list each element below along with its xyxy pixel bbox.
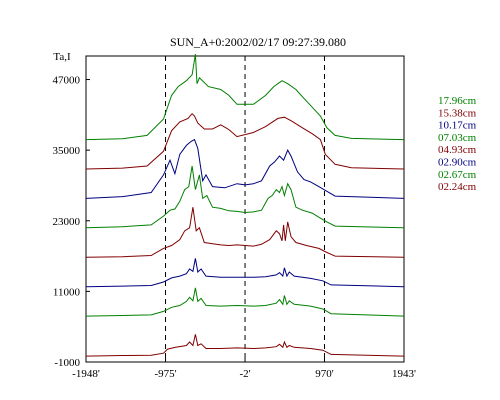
legend-entry-2: 10.17cm	[438, 120, 477, 132]
legend-entry-0: 17.96cm	[438, 95, 477, 107]
series-line-15.38cm	[85, 112, 405, 170]
series-line-04.93cm	[85, 207, 405, 258]
legend-entry-7: 02.24cm	[438, 181, 477, 193]
y-tick-label-1: 35000	[53, 145, 81, 157]
series-line-02.24cm	[85, 334, 405, 357]
legend-entry-1: 15.38cm	[438, 107, 477, 119]
x-tick-label-4: 1943'	[392, 368, 416, 380]
series-line-17.96cm	[85, 54, 405, 141]
y-tick-label-4: -1000	[54, 357, 80, 369]
x-tick-label-1: -975'	[154, 368, 176, 380]
y-tick-label-3: 11000	[53, 286, 81, 298]
legend-entry-5: 02.90cm	[438, 157, 477, 169]
series-line-07.03cm	[85, 165, 405, 229]
y-tick-label-0: 47000	[53, 75, 81, 87]
series-line-02.67cm	[85, 287, 405, 317]
x-tick-label-3: 970'	[315, 368, 334, 380]
x-tick-label-2: -2'	[239, 368, 250, 380]
y-axis-label: Ta,I	[53, 51, 71, 63]
legend-entry-4: 04.93cm	[438, 144, 477, 156]
y-tick-label-2: 23000	[53, 216, 81, 228]
legend-entry-6: 02.67cm	[438, 169, 477, 181]
legend-entry-3: 07.03cm	[438, 132, 477, 144]
series-line-02.90cm	[85, 258, 405, 288]
series-line-10.17cm	[85, 138, 405, 199]
x-tick-label-0: -1948'	[72, 368, 100, 380]
chart-title: SUN_A+0:2002/02/17 09:27:39.080	[170, 35, 346, 49]
